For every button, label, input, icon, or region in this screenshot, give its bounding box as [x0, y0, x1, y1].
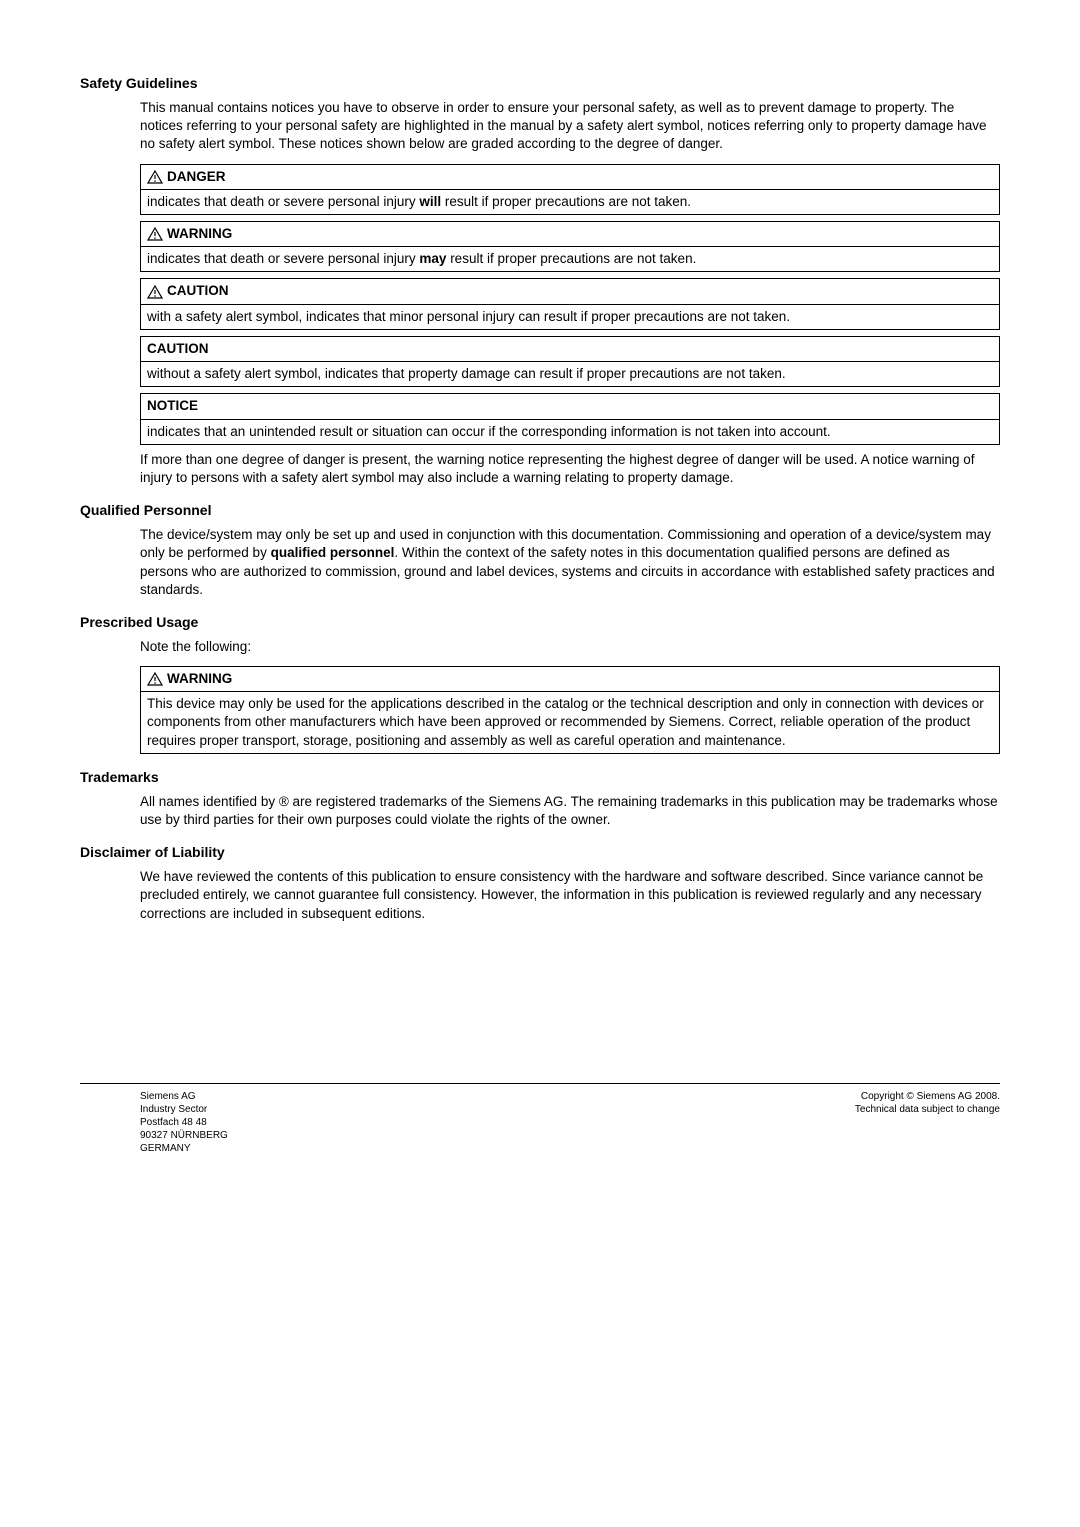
- trademarks-heading: Trademarks: [80, 768, 1000, 787]
- notice-body: indicates that an unintended result or s…: [141, 420, 999, 444]
- page-footer: Siemens AG Industry Sector Postfach 48 4…: [80, 1083, 1000, 1155]
- warning-box: WARNING indicates that death or severe p…: [140, 221, 1000, 272]
- danger-title: DANGER: [167, 168, 226, 186]
- qualified-body: The device/system may only be set up and…: [140, 526, 1000, 599]
- prescribed-heading: Prescribed Usage: [80, 613, 1000, 632]
- footer-sector: Industry Sector: [140, 1103, 228, 1116]
- prescribed-warning-body: This device may only be used for the app…: [141, 692, 999, 753]
- danger-box: DANGER indicates that death or severe pe…: [140, 164, 1000, 215]
- safety-outro: If more than one degree of danger is pre…: [140, 451, 1000, 487]
- footer-pobox: Postfach 48 48: [140, 1116, 228, 1129]
- prescribed-usage-section: Prescribed Usage Note the following: WAR…: [80, 613, 1000, 754]
- safety-intro: This manual contains notices you have to…: [140, 99, 1000, 154]
- caution-icon-title: CAUTION: [167, 282, 229, 300]
- prescribed-warning-box: WARNING This device may only be used for…: [140, 666, 1000, 754]
- footer-city: 90327 NÜRNBERG: [140, 1129, 228, 1142]
- danger-body: indicates that death or severe personal …: [141, 190, 999, 214]
- caution-title: CAUTION: [147, 340, 209, 358]
- footer-left: Siemens AG Industry Sector Postfach 48 4…: [140, 1090, 228, 1155]
- warning-triangle-icon: [147, 170, 163, 184]
- notice-title: NOTICE: [147, 397, 198, 415]
- qualified-personnel-section: Qualified Personnel The device/system ma…: [80, 501, 1000, 599]
- caution-body: without a safety alert symbol, indicates…: [141, 362, 999, 386]
- disclaimer-section: Disclaimer of Liability We have reviewed…: [80, 843, 1000, 923]
- trademarks-body: All names identified by ® are registered…: [140, 793, 1000, 829]
- footer-right: Copyright © Siemens AG 2008. Technical d…: [855, 1090, 1000, 1155]
- warning-triangle-icon: [147, 672, 163, 686]
- warning-title: WARNING: [167, 225, 232, 243]
- footer-copyright: Copyright © Siemens AG 2008.: [855, 1090, 1000, 1103]
- caution-icon-box: CAUTION with a safety alert symbol, indi…: [140, 278, 1000, 329]
- notice-box: NOTICE indicates that an unintended resu…: [140, 393, 1000, 444]
- warning-triangle-icon: [147, 285, 163, 299]
- footer-country: GERMANY: [140, 1142, 228, 1155]
- safety-guidelines-section: Safety Guidelines This manual contains n…: [80, 74, 1000, 487]
- warning-triangle-icon: [147, 227, 163, 241]
- disclaimer-body: We have reviewed the contents of this pu…: [140, 868, 1000, 923]
- qualified-heading: Qualified Personnel: [80, 501, 1000, 520]
- footer-techdata: Technical data subject to change: [855, 1103, 1000, 1116]
- prescribed-warning-title: WARNING: [167, 670, 232, 688]
- caution-icon-body: with a safety alert symbol, indicates th…: [141, 305, 999, 329]
- disclaimer-heading: Disclaimer of Liability: [80, 843, 1000, 862]
- warning-body: indicates that death or severe personal …: [141, 247, 999, 271]
- caution-box: CAUTION without a safety alert symbol, i…: [140, 336, 1000, 387]
- prescribed-note: Note the following:: [140, 638, 1000, 656]
- footer-company: Siemens AG: [140, 1090, 228, 1103]
- trademarks-section: Trademarks All names identified by ® are…: [80, 768, 1000, 829]
- safety-heading: Safety Guidelines: [80, 74, 1000, 93]
